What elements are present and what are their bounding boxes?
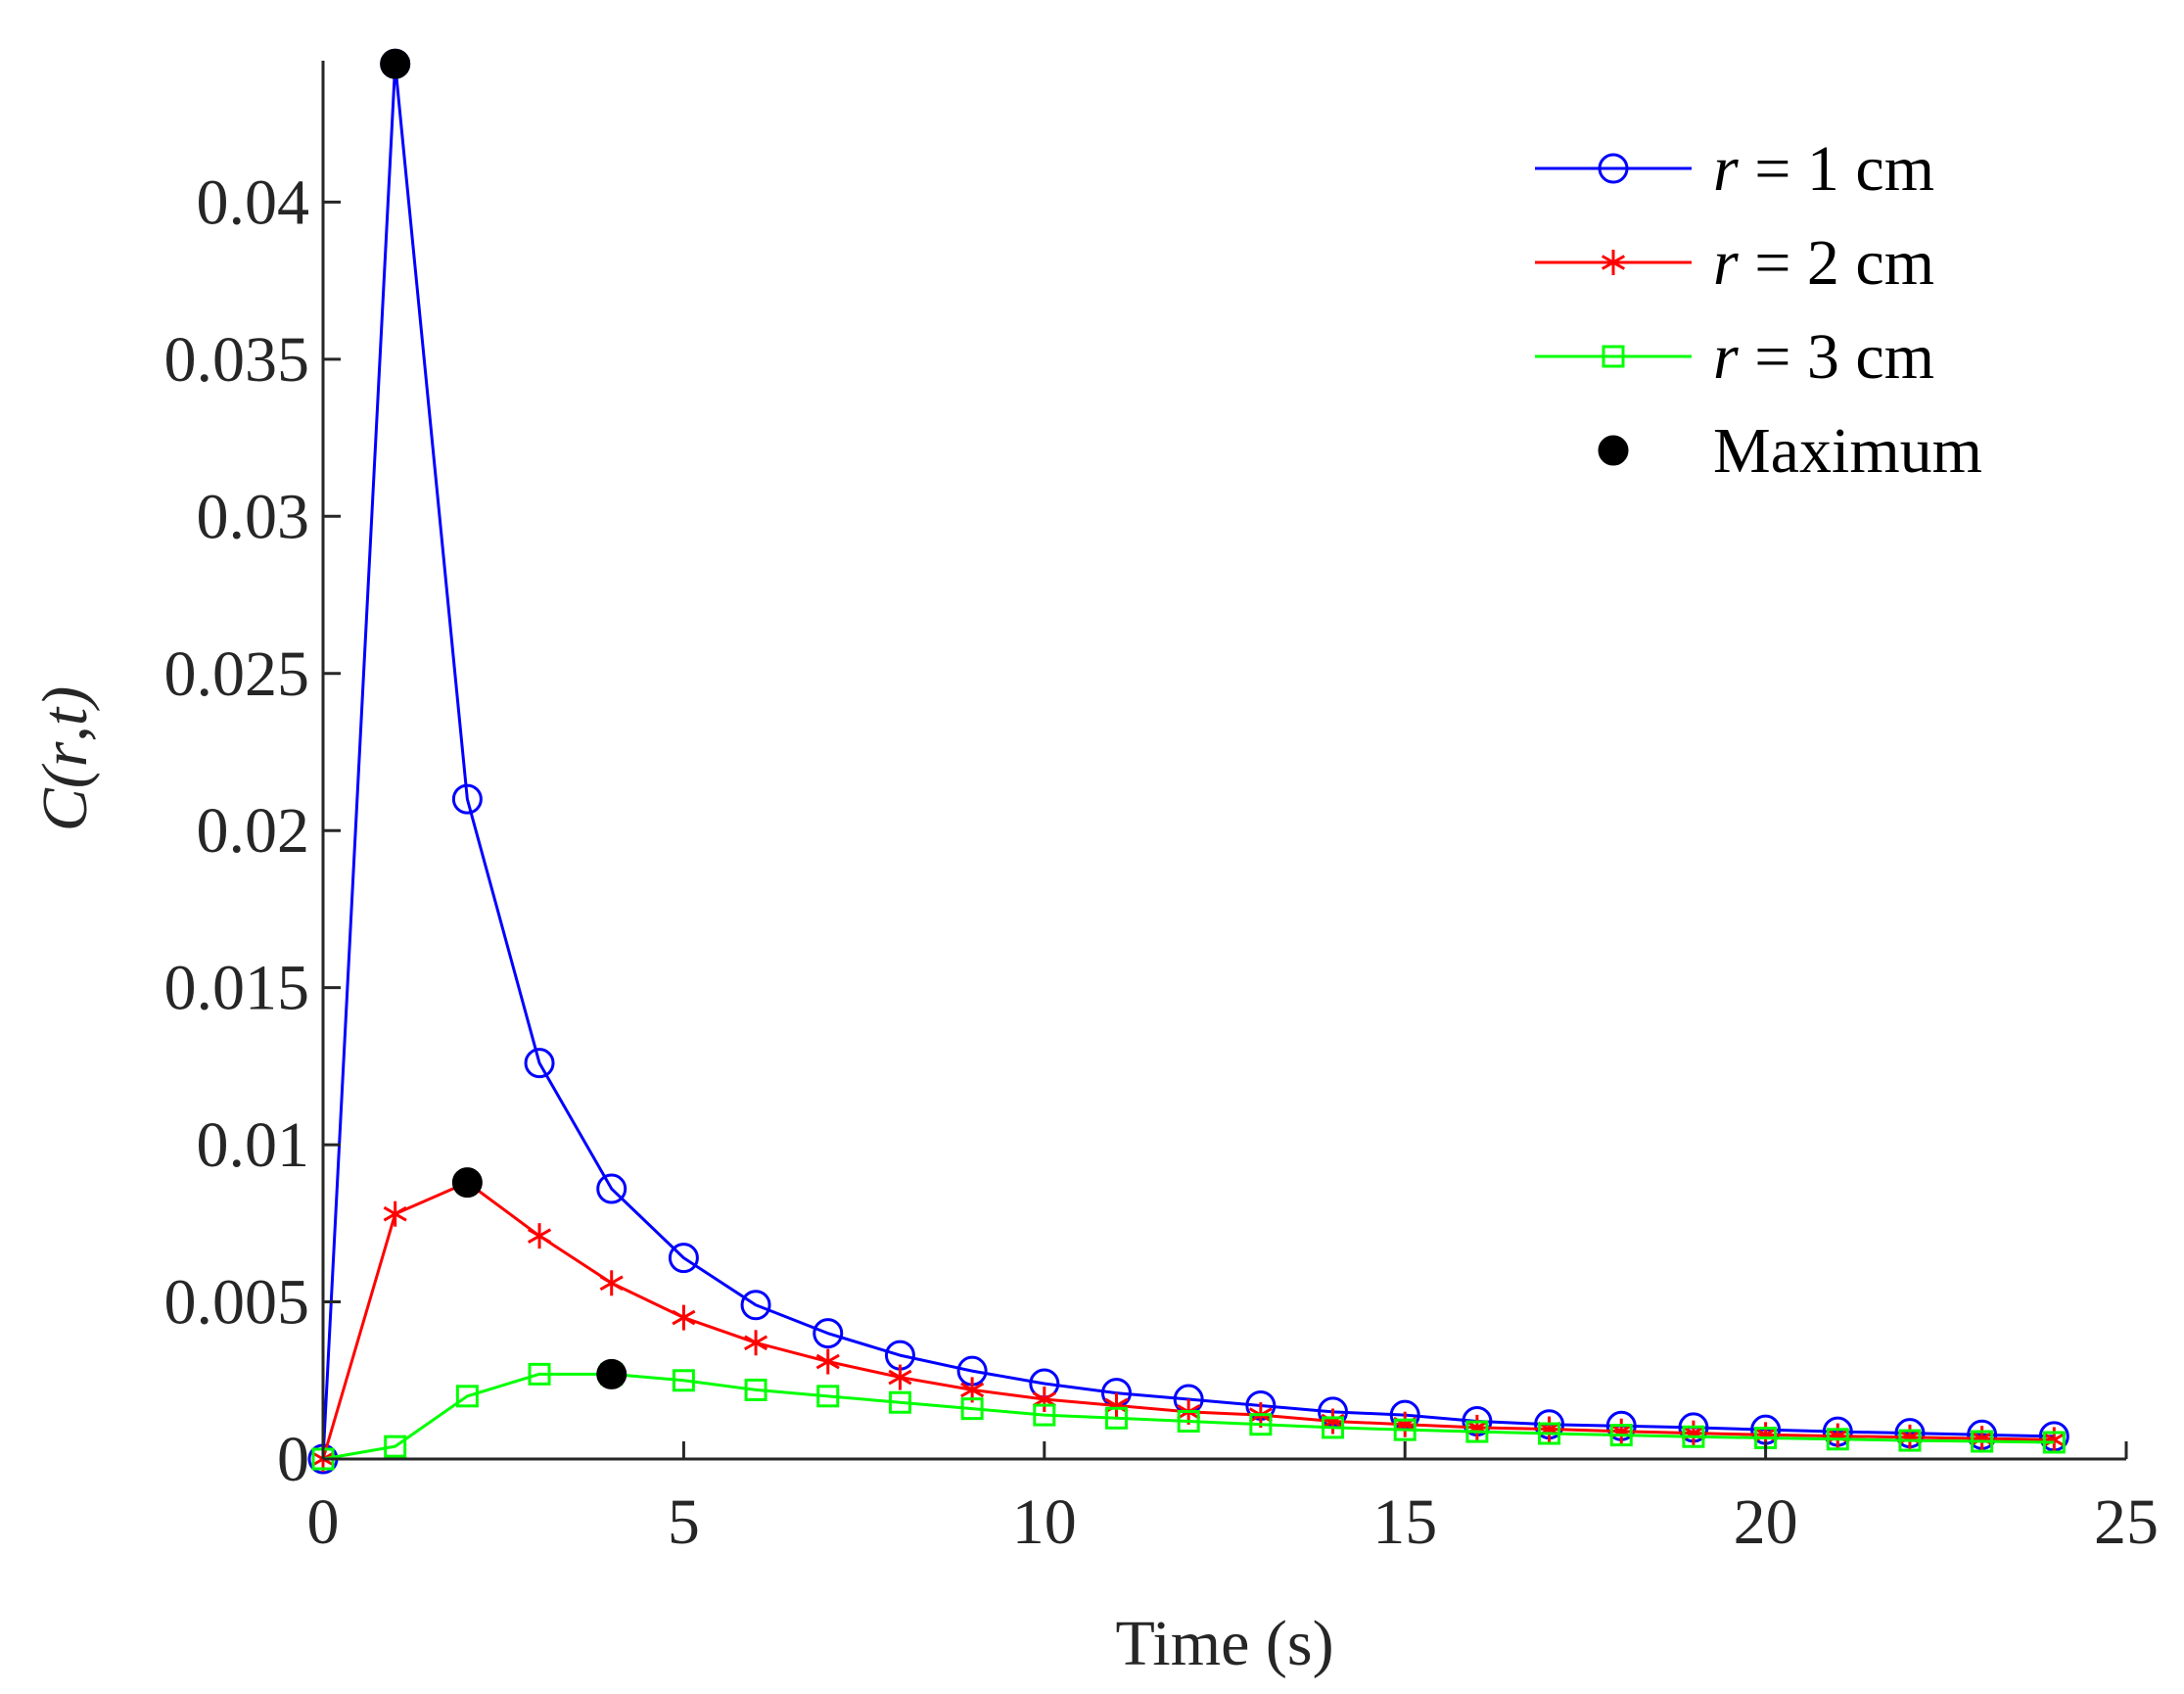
series-3-point [1393, 1418, 1417, 1441]
x-tick-label: 25 [2094, 1486, 2159, 1558]
series-2-point-stroke [1970, 1431, 1994, 1446]
series-2-point [888, 1364, 912, 1390]
series-3-point [1177, 1409, 1200, 1433]
x-tick-label: 5 [668, 1486, 700, 1558]
y-tick-label: 0.03 [197, 481, 310, 552]
axes [321, 61, 2126, 1461]
series-3-point [1682, 1425, 1705, 1448]
x-axis-title: Time (s) [1115, 1608, 1333, 1679]
x-tick-label: 20 [1734, 1486, 1798, 1558]
series-3-point [1826, 1428, 1849, 1451]
x-tick-label: 0 [307, 1486, 340, 1558]
series-3-point [1898, 1429, 1922, 1452]
series-3-point [960, 1397, 984, 1421]
legend-entry-2-label: r = 2 cm [1713, 227, 1934, 299]
y-axis-title: C(r,t) [29, 686, 101, 832]
series-2-point-stroke [527, 1228, 552, 1244]
legend-entry-1-label: r = 1 cm [1713, 133, 1934, 205]
series-2-point-stroke [744, 1335, 768, 1351]
series-3-point [816, 1385, 840, 1408]
series-2-point-stroke [1032, 1391, 1056, 1407]
series-1-point [740, 1290, 771, 1321]
legend-entry-3-label-var: r [1713, 321, 1739, 393]
y-ticks: 0 0.005 0.01 0.015 0.02 0.025 0.03 0.035 0.04 [164, 166, 341, 1495]
series-3-point [888, 1390, 911, 1414]
maximum-points [380, 48, 627, 1389]
series-2-point-stroke [2042, 1432, 2067, 1448]
legend-entry-3-label-rest: = 3 cm [1739, 321, 1934, 393]
series-2-point [672, 1304, 696, 1331]
y-tick-label: 0.025 [164, 638, 310, 710]
series-1-point [668, 1243, 699, 1274]
series-3-point [528, 1362, 551, 1386]
y-tick-label: 0.015 [164, 953, 310, 1024]
series-3-point [1322, 1416, 1345, 1439]
series-3-point [1249, 1413, 1273, 1436]
series-2-point [815, 1348, 840, 1375]
y-tick-label: 0.005 [164, 1267, 310, 1339]
y-tick-label: 0 [277, 1424, 309, 1495]
legend-entry-maximum-marker [1598, 435, 1629, 466]
series-2-point-stroke [599, 1275, 624, 1292]
series-3-point [1971, 1430, 1994, 1453]
legend-entry-2-label-rest: = 2 cm [1739, 227, 1934, 299]
legend-entry-1-label-rest: = 1 cm [1739, 133, 1934, 205]
series-2-point [744, 1330, 768, 1356]
y-tick-label: 0.02 [197, 795, 310, 867]
series-3-point [2042, 1431, 2066, 1454]
series-3-point [1609, 1424, 1633, 1447]
series-2-point-stroke [383, 1205, 407, 1222]
series-1-point [596, 1173, 627, 1204]
series-2-point [527, 1223, 552, 1249]
series-1-point [524, 1048, 555, 1079]
series-1-point [813, 1318, 844, 1349]
series-2-point-stroke [888, 1369, 912, 1386]
x-tick-label: 15 [1372, 1486, 1437, 1558]
series-2-point [383, 1200, 407, 1227]
maximum-point [596, 1358, 627, 1389]
series-3-point [744, 1378, 767, 1401]
legend-entry-3: r = 3 cm [1535, 321, 1934, 393]
series-2-point-stroke [672, 1309, 696, 1326]
legend-entry-maximum-label: Maximum [1713, 415, 1982, 487]
legend-entry-maximum: Maximum [1598, 415, 1982, 487]
series-3-point [455, 1385, 479, 1408]
x-tick-label: 10 [1012, 1486, 1077, 1558]
legend-entry-3-label: r = 3 cm [1713, 321, 1934, 393]
series-2-point-stroke [815, 1353, 840, 1370]
maximum-point [380, 48, 411, 79]
series-3-point [384, 1435, 407, 1458]
y-axis-title-part: ) [29, 686, 101, 712]
x-ticks: 0 5 10 15 20 25 [307, 1441, 2159, 1558]
series-2-point [599, 1270, 624, 1296]
y-tick-label: 0.04 [197, 166, 310, 238]
series-3-point [1465, 1420, 1489, 1443]
plot-area [307, 48, 2069, 1475]
series-3-point [672, 1369, 695, 1392]
y-axis-title-part: , [29, 726, 101, 742]
legend-entry-2-label-var: r [1713, 227, 1739, 299]
legend-entry-3-marker [1602, 345, 1625, 368]
series-3-point [1538, 1422, 1561, 1445]
legend-entry-1-marker [1598, 153, 1629, 184]
maximum-point [451, 1167, 483, 1199]
series-3-point [1033, 1403, 1056, 1427]
series-2-point [1032, 1387, 1056, 1413]
legend-entry-1: r = 1 cm [1535, 133, 1934, 205]
y-axis-title-var-r: r [29, 741, 101, 767]
y-axis-title-part: C( [29, 763, 101, 831]
legend-entry-2: r = 2 cm [1535, 227, 1934, 299]
y-axis-title-var-t: t [29, 706, 101, 726]
y-tick-label: 0.01 [197, 1109, 310, 1181]
legend-entry-2-marker-stroke [1601, 255, 1626, 270]
legend-entry-1-label-var: r [1713, 133, 1739, 205]
legend-entry-2-marker [1601, 250, 1626, 275]
series-1-point [451, 783, 483, 815]
series-3-point [1104, 1406, 1128, 1430]
series-2-point-stroke [960, 1382, 985, 1398]
y-tick-label: 0.035 [164, 324, 310, 396]
